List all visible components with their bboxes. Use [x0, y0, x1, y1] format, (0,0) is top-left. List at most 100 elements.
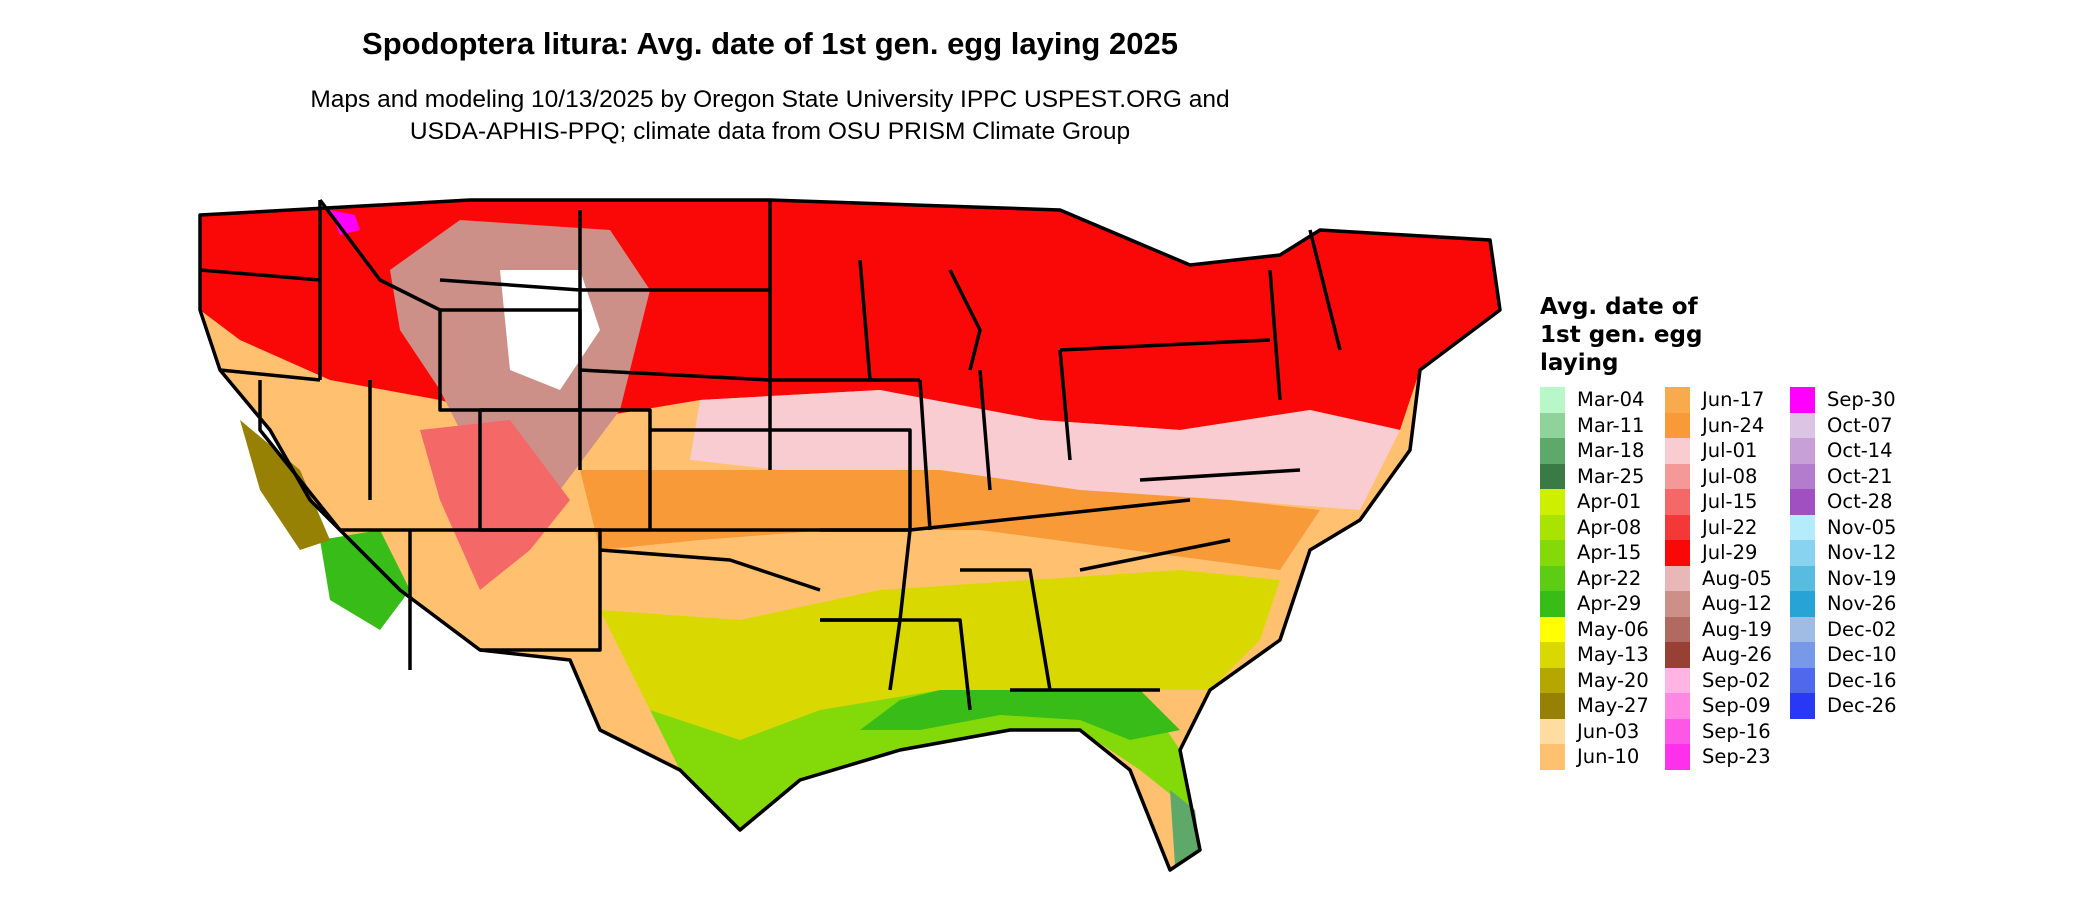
legend-title-line: 1st gen. egg	[1540, 322, 1703, 348]
border-nv-ca	[258, 380, 342, 532]
border-mt-id	[318, 198, 441, 312]
border-il-in	[918, 379, 932, 531]
zone-apr-15	[650, 690, 1190, 830]
legend-label: Nov-19	[1827, 566, 1897, 590]
legend-item: Apr-08	[1540, 514, 1649, 540]
legend-item: Oct-07	[1790, 412, 1897, 438]
legend-label: Oct-07	[1827, 413, 1893, 437]
legend-swatch	[1665, 718, 1690, 744]
legend-swatch	[1665, 642, 1690, 668]
legend-item: Dec-10	[1790, 642, 1897, 668]
legend-swatch	[1540, 489, 1565, 515]
legend-label: Jun-10	[1577, 745, 1640, 769]
legend-item: Dec-02	[1790, 616, 1897, 642]
legend-label: Nov-26	[1827, 592, 1897, 616]
subtitle-line-1: Maps and modeling 10/13/2025 by Oregon S…	[310, 86, 1230, 113]
border-new-england	[1308, 229, 1342, 351]
legend-swatch	[1665, 693, 1690, 719]
legend-label: Mar-25	[1577, 464, 1645, 488]
legend-swatch	[1665, 489, 1690, 515]
border-ky-tn	[909, 498, 1191, 532]
legend-item: Mar-18	[1540, 438, 1649, 464]
legend-label: Jul-08	[1702, 464, 1758, 488]
legend-item: Aug-26	[1665, 642, 1772, 668]
legend-swatch	[1790, 591, 1815, 617]
legend-column: Sep-30 Oct-07 Oct-14 Oct-21 Oct-28 Nov-05 Nov-…	[1790, 387, 1897, 719]
legend-item: Sep-30	[1790, 387, 1897, 413]
legend-item: Apr-01	[1540, 489, 1649, 515]
legend-swatch	[1540, 540, 1565, 566]
legend-label: Jun-03	[1577, 719, 1640, 743]
legend-swatch	[1790, 387, 1815, 413]
zone-desert-olive	[240, 420, 330, 550]
border-mi	[948, 269, 982, 371]
border-va	[1139, 468, 1301, 482]
legend-swatch	[1665, 412, 1690, 438]
legend-label: Oct-28	[1827, 490, 1893, 514]
legend-swatch	[1790, 514, 1815, 540]
border-ms-al	[900, 618, 972, 711]
legend-item: May-20	[1540, 667, 1649, 693]
legend-swatch	[1665, 540, 1690, 566]
border-wi-il	[858, 259, 920, 382]
legend-swatch	[1540, 744, 1565, 770]
legend-item: Sep-09	[1665, 693, 1772, 719]
legend-label: May-13	[1577, 643, 1649, 667]
legend-swatch	[1790, 667, 1815, 693]
legend-item: Jun-10	[1540, 744, 1649, 770]
legend-item: May-06	[1540, 616, 1649, 642]
state-borders	[198, 198, 1502, 872]
legend-item: Mar-11	[1540, 412, 1649, 438]
zone-may-13	[600, 570, 1280, 740]
legend-label: May-27	[1577, 694, 1649, 718]
legend-label: Jul-22	[1702, 515, 1758, 539]
legend-item: Jun-24	[1665, 412, 1772, 438]
map-subtitle: Maps and modeling 10/13/2025 by Oregon S…	[0, 84, 1540, 148]
legend-swatch	[1540, 438, 1565, 464]
legend-item: Oct-28	[1790, 489, 1897, 515]
legend-title-line: laying	[1540, 350, 1619, 376]
legend-label: Dec-16	[1827, 668, 1897, 692]
legend-swatch	[1540, 642, 1565, 668]
border-oh-pa	[1058, 349, 1072, 461]
legend-column: Jun-17 Jun-24 Jul-01 Jul-08 Jul-15 Jul-22 Jul-…	[1665, 387, 1772, 770]
legend-swatch	[1665, 514, 1690, 540]
border-sd-ne	[579, 368, 771, 382]
us-outline	[198, 198, 1502, 872]
legend-item: Nov-26	[1790, 591, 1897, 617]
legend-item: Jul-29	[1665, 540, 1772, 566]
legend-label: Apr-29	[1577, 592, 1642, 616]
legend-swatch	[1790, 412, 1815, 438]
border-mt-wy	[439, 278, 581, 292]
map-color-zones	[200, 200, 1500, 870]
legend-swatch	[1790, 565, 1815, 591]
legend-label: Oct-14	[1827, 439, 1893, 463]
legend-label: Apr-22	[1577, 566, 1642, 590]
zone-apr-29	[860, 690, 1180, 740]
legend-swatch	[1540, 463, 1565, 489]
legend-item: Nov-12	[1790, 540, 1897, 566]
zone-desert-green	[320, 530, 410, 630]
legend-item: Oct-21	[1790, 463, 1897, 489]
legend-label: Apr-01	[1577, 490, 1642, 514]
legend-item: Apr-29	[1540, 591, 1649, 617]
legend-swatch	[1665, 591, 1690, 617]
subtitle-line-2: USDA-APHIS-PPQ; climate data from OSU PR…	[409, 118, 1131, 145]
legend-item: Dec-16	[1790, 667, 1897, 693]
legend-item: Aug-05	[1665, 565, 1772, 591]
legend-item: Oct-14	[1790, 438, 1897, 464]
legend-swatch	[1540, 616, 1565, 642]
legend-item: Jun-03	[1540, 718, 1649, 744]
legend-item: Dec-26	[1790, 693, 1897, 719]
legend-swatch	[1540, 591, 1565, 617]
legend-item: May-13	[1540, 642, 1649, 668]
legend-item: Apr-15	[1540, 540, 1649, 566]
legend-item: Apr-22	[1540, 565, 1649, 591]
legend-label: Nov-12	[1827, 541, 1897, 565]
legend-swatch	[1790, 463, 1815, 489]
legend-swatch	[1790, 616, 1815, 642]
legend-title: Avg. date of 1st gen. egg laying	[1540, 293, 1740, 377]
zone-jul-01	[690, 390, 1400, 510]
border-ny-ne	[1268, 269, 1282, 401]
legend-swatch	[1790, 540, 1815, 566]
